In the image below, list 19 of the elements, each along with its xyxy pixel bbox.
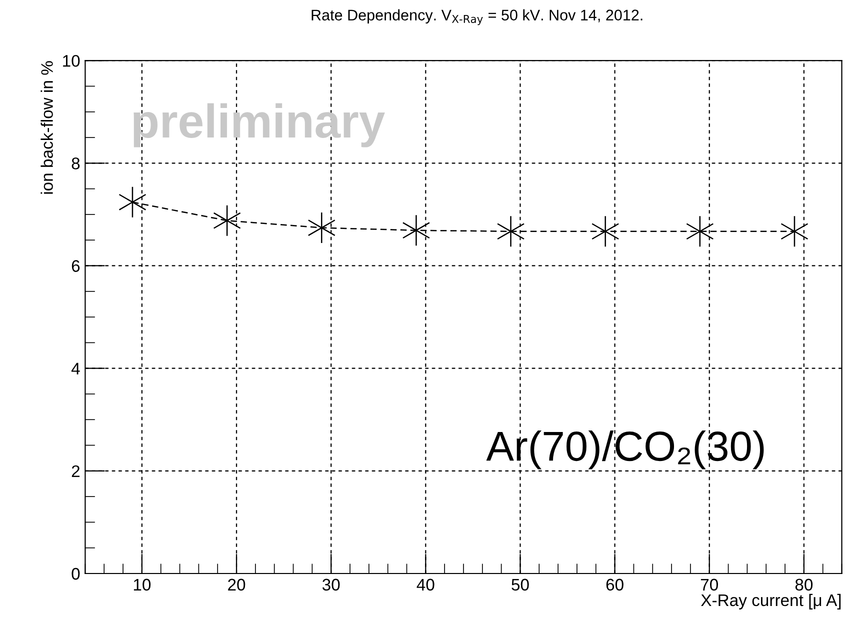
y-axis-title: ion back-flow in %: [40, 61, 53, 194]
x-tick-label: 50: [512, 578, 529, 591]
x-tick-label: 60: [606, 578, 624, 591]
x-tick-label: 70: [700, 578, 718, 591]
x-axis-title: X-Ray current [μ A]: [701, 594, 841, 610]
y-tick-label: 8: [72, 158, 80, 170]
y-tick-label: 6: [72, 260, 80, 272]
y-tick-label: 4: [71, 362, 80, 374]
y-tick-label: 10: [63, 54, 80, 67]
y-tick-label: 0: [72, 568, 80, 580]
annotation: preliminary: [134, 103, 385, 148]
x-tick-label: 40: [416, 578, 434, 591]
annotation: Ar(70)/CO₂(30): [486, 430, 764, 470]
chart-title: Rate Dependency. V$_{X-Ray}$ = 50 kV. Nov 14, 2012.: [312, 9, 642, 26]
x-tick-label: 20: [228, 578, 246, 591]
x-tick-label: 80: [795, 578, 813, 591]
y-tick-label: 2: [72, 465, 80, 477]
x-tick-label: 10: [134, 578, 151, 591]
x-tick-label: 30: [322, 578, 340, 591]
